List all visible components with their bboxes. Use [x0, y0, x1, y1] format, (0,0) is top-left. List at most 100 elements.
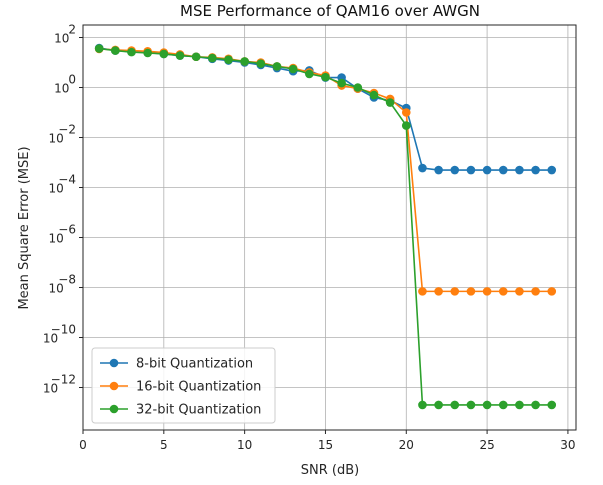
- legend-marker: [109, 381, 119, 391]
- y-tick-exponent: −10: [51, 323, 76, 337]
- data-point-16-bit: [450, 287, 460, 296]
- y-tick-exponent: −2: [58, 123, 76, 137]
- x-tick-label: 15: [318, 438, 333, 452]
- x-axis-title: SNR (dB): [301, 463, 359, 478]
- legend-label: 8-bit Quantization: [136, 357, 253, 372]
- data-point-32-bit: [304, 69, 314, 79]
- y-tick-base: 10: [54, 32, 69, 46]
- legend: 8-bit Quantization 16-bit Quantization 32-…: [91, 347, 276, 424]
- legend-marker: [109, 358, 119, 368]
- data-point-32-bit: [288, 64, 298, 74]
- legend-item-16-bit: 16-bit Quantization: [100, 380, 261, 395]
- y-tick-exponent: −6: [58, 223, 76, 237]
- data-point-32-bit: [466, 400, 476, 410]
- data-point-32-bit: [369, 90, 379, 100]
- chart-title: MSE Performance of QAM16 over AWGN: [180, 2, 480, 20]
- data-point-8-bit: [482, 165, 492, 175]
- data-point-8-bit: [434, 165, 443, 175]
- data-point-32-bit: [224, 55, 233, 64]
- x-tick-label: 25: [479, 438, 494, 452]
- legend-label: 16-bit Quantization: [136, 380, 261, 395]
- data-point-8-bit: [418, 163, 427, 173]
- data-point-32-bit: [482, 400, 492, 410]
- data-point-32-bit: [450, 400, 460, 410]
- data-point-8-bit: [547, 165, 557, 175]
- data-point-16-bit: [547, 287, 557, 296]
- data-point-32-bit: [531, 400, 540, 410]
- data-point-16-bit: [498, 287, 508, 296]
- data-point-8-bit: [515, 165, 524, 175]
- x-tick-label: 0: [79, 438, 87, 452]
- legend-item-32-bit: 32-bit Quantization: [100, 403, 261, 418]
- y-tick-base: 10: [54, 82, 69, 96]
- data-point-32-bit: [547, 400, 557, 410]
- y-axis-title: Mean Square Error (MSE): [17, 146, 32, 309]
- y-tick-exponent: 2: [68, 23, 76, 37]
- y-tick-base: 10: [49, 182, 64, 196]
- legend-marker: [109, 404, 119, 414]
- y-tick-label: −410: [49, 173, 76, 196]
- data-point-32-bit: [143, 48, 152, 58]
- y-tick-base: 10: [49, 282, 64, 296]
- data-point-32-bit: [353, 83, 363, 92]
- y-tick-label: −610: [49, 223, 76, 246]
- data-point-8-bit: [466, 165, 476, 175]
- data-point-32-bit: [385, 98, 395, 107]
- y-tick-exponent: −4: [58, 173, 76, 187]
- data-series: [94, 43, 557, 410]
- data-point-32-bit: [337, 78, 346, 88]
- plot-frame: [82, 24, 577, 431]
- x-tick-label: 20: [399, 438, 414, 452]
- data-point-32-bit: [256, 59, 266, 68]
- y-tick-base: 10: [43, 332, 58, 346]
- y-tick-exponent: −12: [51, 373, 76, 387]
- data-point-32-bit: [94, 44, 104, 53]
- y-tick-label: 210: [54, 23, 76, 46]
- legend-item-8-bit: 8-bit Quantization: [100, 357, 253, 372]
- data-point-32-bit: [272, 62, 282, 71]
- data-point-32-bit: [159, 49, 169, 59]
- data-point-32-bit: [321, 72, 330, 82]
- y-tick-label: −810: [49, 273, 76, 296]
- y-tick-label: 010: [54, 73, 76, 96]
- data-point-16-bit: [515, 287, 524, 296]
- data-point-32-bit: [434, 400, 443, 410]
- data-point-32-bit: [240, 57, 249, 66]
- axis-ticks: 0 5 10 15 20 25 30210010−210−410−610−810−1010−…: [43, 23, 576, 453]
- data-point-32-bit: [515, 400, 524, 410]
- x-tick-label: 5: [160, 438, 168, 452]
- data-point-16-bit: [482, 287, 492, 296]
- data-point-32-bit: [111, 46, 120, 55]
- legend-box: [91, 347, 276, 424]
- x-tick-label: 30: [560, 438, 575, 452]
- data-point-8-bit: [450, 165, 460, 175]
- data-point-32-bit: [175, 51, 185, 60]
- y-tick-exponent: −8: [58, 273, 76, 287]
- data-point-32-bit: [127, 47, 136, 57]
- y-tick-label: −210: [49, 123, 76, 146]
- data-point-16-bit: [434, 287, 443, 296]
- y-tick-base: 10: [49, 232, 64, 246]
- data-point-32-bit: [401, 121, 411, 130]
- data-point-8-bit: [531, 165, 540, 175]
- legend-label: 32-bit Quantization: [136, 403, 261, 418]
- data-point-8-bit: [498, 165, 508, 175]
- data-point-32-bit: [208, 53, 217, 63]
- data-point-32-bit: [418, 400, 427, 410]
- y-tick-base: 10: [49, 132, 64, 146]
- data-point-16-bit: [531, 287, 540, 296]
- y-tick-exponent: 0: [68, 73, 76, 87]
- series-32-bit: [94, 44, 557, 410]
- data-point-16-bit: [418, 287, 427, 296]
- data-point-32-bit: [191, 52, 201, 62]
- y-tick-base: 10: [43, 382, 58, 396]
- grid-lines: [82, 25, 576, 430]
- x-tick-label: 10: [237, 438, 252, 452]
- data-point-32-bit: [498, 400, 508, 410]
- data-point-16-bit: [401, 108, 411, 117]
- data-point-16-bit: [466, 287, 476, 296]
